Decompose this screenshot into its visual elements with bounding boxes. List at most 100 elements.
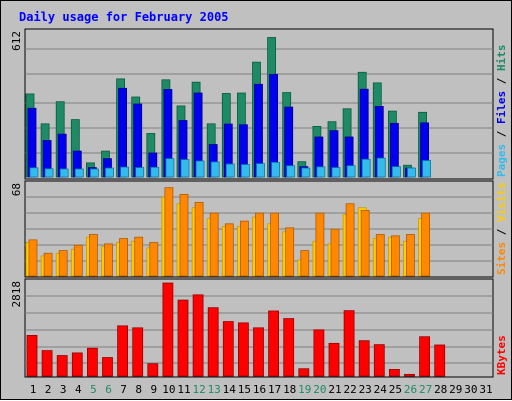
bar-sites-day-9: [149, 242, 159, 277]
bar-kbytes-day-13: [207, 307, 219, 377]
day-label-19: 19: [298, 383, 311, 396]
max-value-label: 612: [10, 31, 23, 51]
bar-sites-day-22: [345, 203, 355, 277]
bar-kbytes-day-10: [162, 282, 174, 377]
day-label-31: 31: [479, 383, 492, 396]
bar-kbytes-day-2: [41, 350, 53, 377]
bar-kbytes-day-20: [313, 329, 325, 377]
day-label-11: 11: [177, 383, 190, 396]
bar-kbytes-day-16: [253, 327, 264, 377]
bar-sites-day-26: [406, 234, 415, 277]
day-label-18: 18: [283, 383, 296, 396]
bar-kbytes-day-26: [404, 373, 415, 377]
bar-sites-day-27: [421, 212, 431, 277]
bar-kbytes-day-3: [56, 355, 68, 377]
panel-visits-sites: 68 Sites / Visits: [10, 180, 508, 278]
day-label-4: 4: [75, 383, 82, 396]
bar-files-day-16: [254, 83, 263, 178]
panel-kbytes: 2818 KBytes: [10, 278, 508, 378]
bar-sites-day-5: [89, 234, 98, 277]
bar-kbytes-day-11: [177, 299, 189, 377]
bar-kbytes-day-8: [132, 327, 144, 377]
bar-kbytes-day-1: [26, 335, 38, 377]
bar-pages-day-3: [59, 168, 69, 178]
bar-pages-day-13: [210, 161, 220, 178]
legend-separator: /: [495, 124, 508, 144]
day-label-24: 24: [374, 383, 388, 396]
bar-sites-day-21: [330, 228, 340, 277]
bar-pages-day-10: [165, 158, 175, 178]
bar-pages-day-11: [180, 159, 190, 178]
bar-kbytes-day-4: [71, 352, 83, 377]
day-label-23: 23: [359, 383, 372, 396]
max-value-label: 68: [10, 183, 23, 196]
day-label-15: 15: [238, 383, 251, 396]
bar-files-day-1: [27, 107, 37, 178]
bar-kbytes-day-27: [419, 336, 431, 377]
bar-pages-day-5: [90, 168, 99, 178]
bar-pages-day-8: [135, 167, 145, 178]
bar-pages-day-20: [316, 166, 326, 178]
bar-sites-day-4: [73, 244, 83, 277]
bar-pages-day-26: [407, 167, 416, 178]
bar-sites-day-2: [43, 252, 53, 277]
day-label-21: 21: [328, 383, 341, 396]
day-label-30: 30: [464, 383, 477, 396]
bar-kbytes-day-14: [222, 321, 234, 377]
legend-hits: Hits: [495, 45, 508, 72]
day-label-6: 6: [105, 383, 112, 396]
bar-kbytes-day-15: [237, 322, 249, 377]
bar-kbytes-day-9: [147, 363, 159, 377]
bar-pages-day-1: [29, 167, 39, 178]
legend-sites: Sites: [495, 242, 508, 275]
bar-kbytes-day-5: [87, 347, 98, 377]
legend: Pages / Files / Hits: [495, 45, 508, 178]
bar-files-day-17: [269, 74, 279, 178]
day-label-22: 22: [343, 383, 356, 396]
legend: Sites / Visits: [495, 182, 508, 275]
legend-files: Files: [495, 91, 508, 124]
bar-pages-day-27: [422, 160, 432, 178]
bar-sites-day-17: [270, 212, 280, 277]
bar-pages-day-6: [105, 167, 114, 178]
bar-pages-day-19: [301, 167, 311, 178]
bar-sites-day-10: [164, 187, 174, 277]
day-label-13: 13: [208, 383, 221, 396]
bar-kbytes-day-6: [102, 357, 113, 377]
day-label-2: 2: [45, 383, 52, 396]
bar-pages-day-24: [376, 157, 386, 178]
day-label-10: 10: [162, 383, 175, 396]
legend-visits: Visits: [495, 182, 508, 222]
bar-pages-day-17: [271, 162, 281, 178]
bar-pages-day-14: [225, 163, 235, 178]
day-label-28: 28: [434, 383, 447, 396]
bar-pages-day-22: [346, 165, 356, 178]
bar-pages-day-25: [391, 166, 401, 178]
bar-sites-day-6: [104, 243, 113, 277]
bar-kbytes-day-21: [328, 342, 340, 377]
day-label-8: 8: [135, 383, 142, 396]
day-label-27: 27: [419, 383, 432, 396]
bar-kbytes-day-28: [434, 344, 446, 377]
day-label-29: 29: [449, 383, 462, 396]
bar-sites-day-1: [28, 239, 38, 277]
bar-pages-day-4: [74, 168, 84, 178]
bar-kbytes-day-17: [268, 310, 280, 377]
legend-separator: /: [495, 71, 508, 91]
bar-sites-day-3: [58, 250, 68, 277]
bar-sites-day-19: [300, 250, 310, 277]
bar-files-day-7: [118, 87, 127, 178]
bar-sites-day-23: [360, 210, 370, 277]
day-label-16: 16: [253, 383, 266, 396]
bar-pages-day-2: [44, 168, 54, 178]
day-label-7: 7: [120, 383, 127, 396]
bar-sites-day-8: [134, 236, 144, 277]
bar-kbytes-day-7: [117, 325, 128, 377]
bar-sites-day-24: [375, 234, 385, 277]
panel-hits-files-pages: 612 Pages / Files / Hits: [10, 28, 508, 180]
bar-kbytes-day-25: [388, 368, 400, 377]
bar-files-day-8: [133, 103, 143, 178]
bar-kbytes-day-18: [283, 318, 295, 377]
